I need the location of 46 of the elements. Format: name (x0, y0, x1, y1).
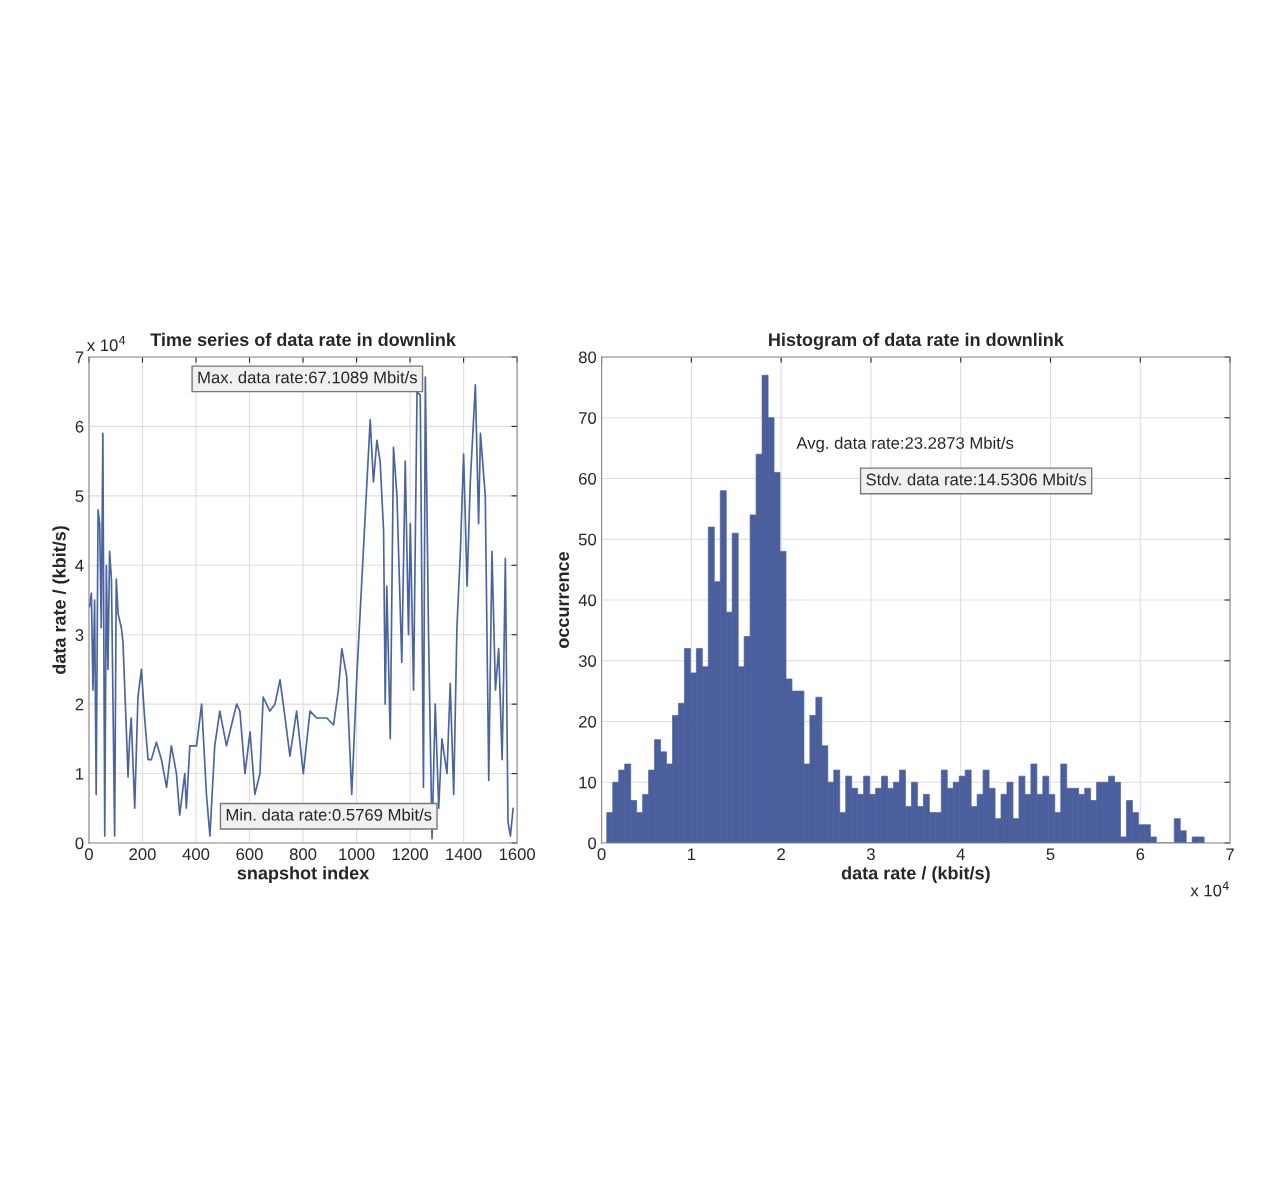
x-axis-title: snapshot index (237, 866, 370, 883)
x-axis-title: data rate / (kbit/s) (841, 866, 990, 883)
x-tick-label: 3 (866, 848, 875, 861)
x-tick-label: 1200 (392, 848, 428, 861)
y-tick-label: 2 (75, 698, 84, 711)
x-tick-label: 200 (129, 848, 156, 861)
y-tick-label: 4 (75, 559, 84, 572)
y-tick-label: 20 (579, 715, 597, 728)
y-tick-label: 0 (588, 837, 597, 850)
annotation: Max. data rate:67.1089 Mbit/s (198, 371, 417, 384)
x-tick-label: 1 (688, 848, 696, 860)
y-tick-label: 40 (578, 594, 597, 607)
x-tick-label: 2 (777, 848, 785, 860)
y-tick-label: 70 (579, 412, 597, 424)
y-tick-label: 5 (75, 490, 84, 503)
y-tick-label: 0 (75, 837, 84, 850)
x-tick-label: 4 (956, 848, 965, 860)
x-tick-label: 600 (236, 848, 263, 861)
annotation: Min. data rate:0.5769 Mbit/s (226, 808, 432, 821)
x-tick-label: 0 (597, 848, 606, 861)
x-tick-label: 1600 (499, 848, 536, 861)
y-tick-label: 50 (578, 533, 597, 546)
x-tick-label: 1000 (339, 848, 375, 861)
y-axis-title: data rate / (kbit/s) (52, 526, 70, 674)
y-tick-label: 1 (76, 768, 84, 780)
x-tick-label: 0 (84, 848, 93, 861)
text: x 10$^{4}$ (87, 336, 126, 352)
x-tick-label: 6 (1136, 848, 1145, 861)
y-axis-title: occurrence (559, 551, 570, 648)
y-tick-label: 7 (75, 351, 84, 364)
chart-title: Time series of data rate in downlink (150, 332, 456, 347)
chart-title: Histogram of data rate in downlink (769, 332, 1064, 350)
text: x 10$^{4}$ (1190, 881, 1229, 897)
x-tick-label: 7 (1226, 848, 1234, 860)
y-tick-label: 10 (579, 776, 597, 789)
y-tick-label: 6 (75, 420, 84, 433)
annotation: Avg. data rate:23.2873 Mbit/s (796, 436, 1014, 453)
x-tick-label: 5 (1046, 848, 1055, 861)
x-tick-label: 800 (289, 848, 317, 861)
y-tick-label: 30 (578, 655, 597, 667)
y-tick-label: 80 (578, 351, 597, 364)
x-tick-label: 1400 (446, 848, 482, 861)
y-tick-label: 60 (579, 472, 597, 485)
annotation: Stdv. data rate:14.5306 Mbit/s (866, 473, 1087, 486)
x-tick-label: 400 (182, 848, 210, 861)
y-tick-label: 3 (75, 629, 84, 641)
